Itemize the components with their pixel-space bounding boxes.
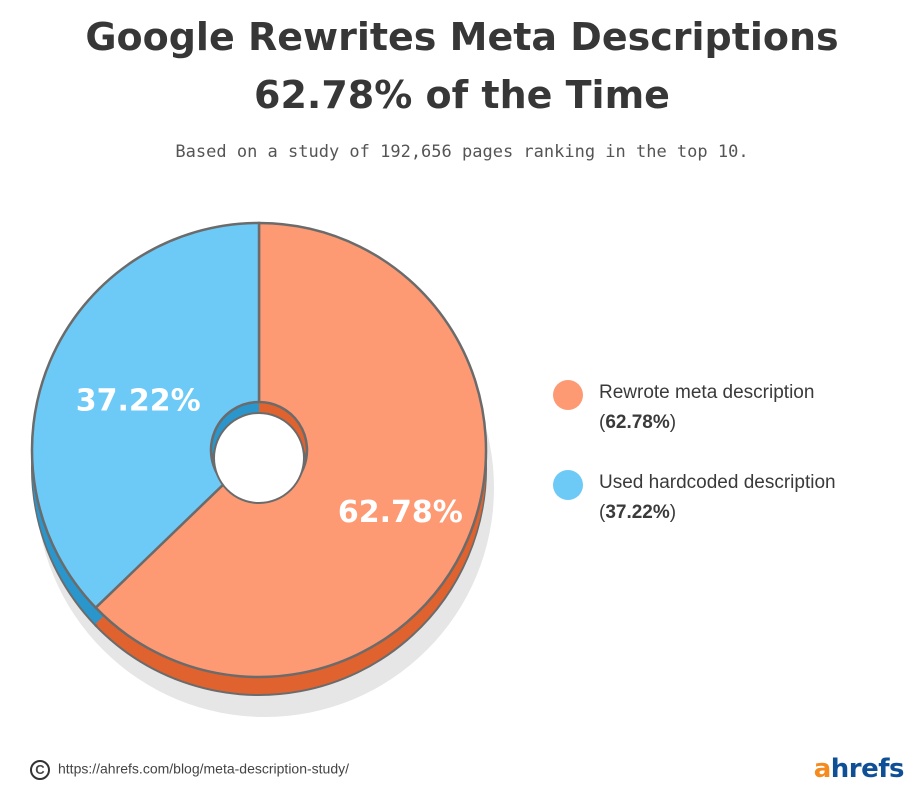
legend-item-hardcoded: Used hardcoded description (37.22%) <box>553 468 913 558</box>
legend-item-rewrote: Rewrote meta description (62.78%) <box>553 378 913 468</box>
copyright-icon: C <box>30 760 50 780</box>
donut-chart: 62.78% 37.22% <box>30 221 494 717</box>
chart-subtitle: Based on a study of 192,656 pages rankin… <box>175 142 749 162</box>
chart-legend: Rewrote meta description (62.78%) Used h… <box>553 378 913 558</box>
chart-title: Google Rewrites Meta Descriptions 62.78%… <box>0 8 924 124</box>
slice-label-1: 37.22% <box>76 384 201 419</box>
donut-hole <box>213 412 305 504</box>
chart-title-line-1: Google Rewrites Meta Descriptions <box>85 15 839 59</box>
ahrefs-logo: ahrefs <box>813 754 905 784</box>
legend-label-rewrote: Rewrote meta description <box>599 382 815 403</box>
slice-1 <box>30 221 261 610</box>
source-link[interactable]: https://ahrefs.com/blog/meta-description… <box>58 760 350 777</box>
legend-value-rewrote: (62.78%) <box>599 412 677 433</box>
legend-swatch-hardcoded <box>553 470 583 500</box>
chart-title-line-2: 62.78% of the Time <box>254 73 670 117</box>
slice-label-0: 62.78% <box>338 495 463 530</box>
legend-swatch-rewrote <box>553 380 583 410</box>
legend-label-hardcoded: Used hardcoded description <box>599 472 836 493</box>
legend-value-hardcoded: (37.22%) <box>599 502 677 523</box>
